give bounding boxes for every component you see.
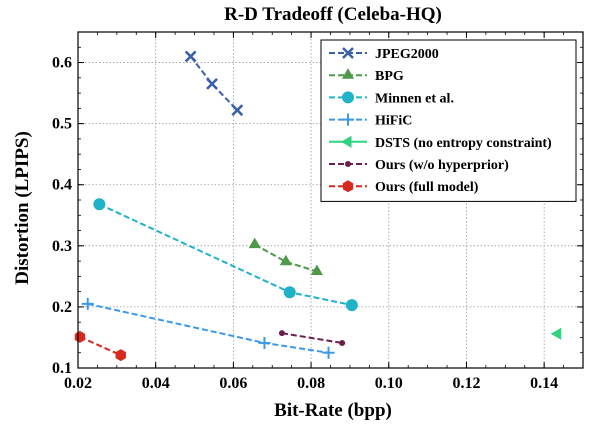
data-point-circle: [345, 299, 358, 312]
y-tick-label: 0.6: [52, 55, 72, 72]
data-point-circle: [342, 91, 354, 104]
legend-label: BPG: [375, 69, 404, 84]
x-tick-label: 0.12: [452, 375, 480, 392]
legend-label: Ours (full model): [375, 180, 479, 195]
series-line: [189, 55, 238, 111]
data-point-small-circle: [345, 161, 351, 167]
data-point-small-circle: [339, 339, 346, 346]
legend-box: [320, 39, 577, 202]
legend-item: BPG: [329, 68, 404, 84]
legend-label: DSTS (no entropy constraint): [375, 136, 552, 151]
series-line: [79, 335, 122, 357]
series-3: [81, 297, 335, 359]
y-tick-label: 0.4: [52, 177, 72, 194]
data-point-hexagon: [342, 180, 354, 193]
legend-item: DSTS (no entropy constraint): [329, 135, 552, 151]
y-tick-label: 0.3: [52, 238, 72, 255]
series-5: [278, 330, 346, 346]
chart-title: R-D Tradeoff (Celeba-HQ): [224, 4, 442, 25]
series-line: [254, 243, 318, 273]
x-tick-label: 0.04: [142, 375, 170, 392]
legend-item: JPEG2000: [329, 47, 439, 62]
series-line: [98, 203, 353, 307]
y-tick-label: 0.5: [52, 116, 72, 133]
data-point-triangle: [310, 264, 323, 275]
legend-label: Minnen et al.: [375, 91, 454, 106]
data-point-small-circle: [278, 330, 285, 337]
legend: JPEG2000 BPG Minnen et al. HiFiC DSTS (no en…: [320, 39, 577, 202]
legend-label: Ours (w/o hyperprior): [375, 158, 509, 173]
x-axis-label: Bit-Rate (bpp): [274, 400, 392, 421]
data-point-hexagon: [115, 349, 126, 362]
legend-item: Ours (full model): [329, 180, 479, 195]
legend-item: Ours (w/o hyperprior): [329, 158, 509, 173]
x-tick-label: 0.02: [64, 375, 92, 392]
x-tick-label: 0.08: [297, 375, 325, 392]
y-axis-label: Distortion (LPIPS): [12, 131, 33, 285]
legend-label: JPEG2000: [375, 47, 439, 62]
series-line: [87, 302, 329, 354]
plot-frame: [77, 31, 584, 369]
data-point-hexagon: [74, 330, 86, 343]
legend-label: HiFiC: [375, 114, 412, 129]
legend-item: Minnen et al.: [329, 91, 454, 106]
series-line: [281, 332, 343, 344]
series-6: [74, 330, 126, 362]
data-point-triangle: [341, 68, 355, 79]
data-point-triangle-left: [550, 327, 562, 340]
data-point-x: [184, 50, 197, 63]
data-point-circle: [93, 198, 106, 211]
x-tick-label: 0.14: [530, 375, 558, 392]
data-point-x: [231, 104, 244, 117]
series-4: [550, 327, 562, 340]
data-point-triangle-left: [341, 135, 352, 148]
series-2: [93, 198, 358, 312]
legend-item: HiFiC: [329, 113, 412, 129]
data-point-x: [342, 47, 354, 59]
y-tick-label: 0.2: [52, 299, 72, 316]
data-point-circle: [283, 286, 296, 299]
data-point-triangle: [279, 254, 292, 266]
y-tick-label: 0.1: [52, 360, 72, 377]
series-0: [184, 50, 244, 117]
x-tick-label: 0.10: [375, 375, 403, 392]
data-point-triangle: [248, 237, 261, 249]
data-point-x: [206, 78, 218, 90]
series-1: [248, 237, 323, 275]
x-tick-label: 0.06: [219, 375, 247, 392]
